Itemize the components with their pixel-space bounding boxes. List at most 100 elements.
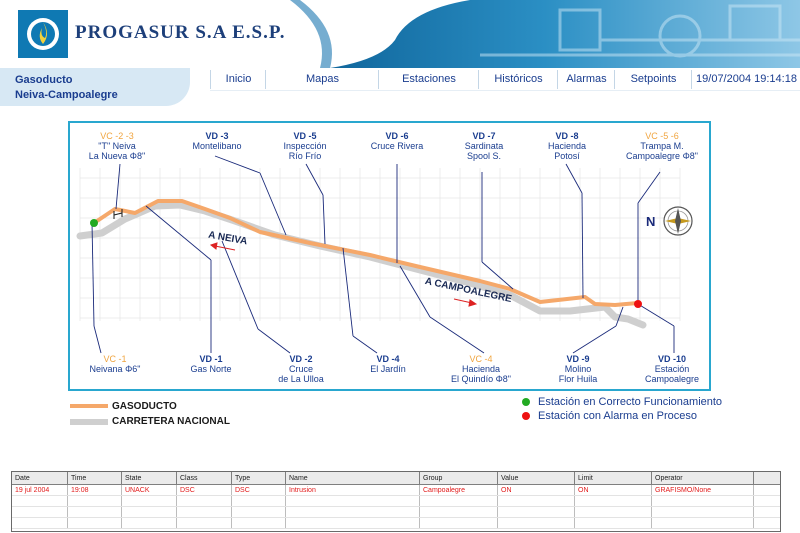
station-code: VD -6: [385, 131, 409, 141]
station-label-vc-4[interactable]: VC -4 Hacienda El Quindío Φ8": [443, 354, 519, 384]
col-scroll-spacer: [753, 471, 781, 485]
legend-pipeline-swatch: [70, 404, 108, 408]
national-road: [76, 201, 647, 329]
station-code: VD -7: [472, 131, 496, 141]
station-name: Cruce: [288, 364, 313, 374]
station-name: Neivana Φ6": [89, 364, 141, 374]
station-name: Inspección: [283, 141, 327, 151]
company-logo: [18, 10, 68, 58]
legend-road-swatch: [70, 419, 108, 425]
station-detail: Campoalegre Φ8": [626, 151, 698, 161]
station-code: VC -4: [469, 354, 493, 364]
station-label-vd-8[interactable]: VD -8 Hacienda Potosí: [532, 131, 602, 161]
station-detail: Flor Huila: [558, 374, 598, 384]
station-name: Montelibano: [192, 141, 242, 151]
station-label-vd-5[interactable]: VD -5 Inspección Río Frío: [270, 131, 340, 161]
pipeline-title-panel: Gasoducto Neiva-Campoalegre: [0, 68, 190, 106]
station-code: VD -4: [376, 354, 400, 364]
header-banner-image: [290, 0, 800, 68]
station-leader-lines: [91, 155, 675, 354]
station-label-vd-2[interactable]: VD -2 Cruce de La Ulloa: [266, 354, 336, 384]
station-name: Sardinata: [464, 141, 504, 151]
station-label-vc-1[interactable]: VC -1 Neivana Φ6": [80, 354, 150, 374]
station-name: Trampa M.: [640, 141, 684, 151]
nav-historicos[interactable]: Históricos: [478, 70, 558, 89]
col-limit[interactable]: Limit: [574, 471, 652, 485]
cell-group: Campoalegre: [419, 484, 498, 496]
col-operator[interactable]: Operator: [651, 471, 754, 485]
station-name: Molino: [564, 364, 592, 374]
diagram-grid: [79, 168, 681, 321]
station-label-vc-2-3[interactable]: VC -2 -3 "T" Neiva La Nueva Φ8": [82, 131, 152, 161]
station-code: VD -1: [199, 354, 223, 364]
nav-estaciones[interactable]: Estaciones: [378, 70, 479, 89]
station-code: VD -10: [657, 354, 686, 364]
alarm-table: Date Time State Class Type Name Group Va…: [11, 471, 781, 529]
station-name: Estación: [654, 364, 690, 374]
station-name: "T" Neiva: [98, 141, 136, 151]
datetime-display: 19/07/2004 19:14:18: [691, 70, 800, 89]
col-name[interactable]: Name: [285, 471, 420, 485]
col-time[interactable]: Time: [67, 471, 122, 485]
station-detail: Potosí: [554, 151, 580, 161]
pipeline-diagram-frame: [68, 121, 711, 391]
station-label-vd-9[interactable]: VD -9 Molino Flor Huila: [543, 354, 613, 384]
station-detail: El Quindío Φ8": [451, 374, 511, 384]
cell-class: DSC: [176, 484, 232, 496]
table-row[interactable]: 19 jul 2004 19:08 UNACK DSC DSC Intrusio…: [11, 484, 781, 496]
legend-pipeline-label: GASODUCTO: [112, 401, 177, 412]
cell-state: UNACK: [121, 484, 177, 496]
gas-pipeline: [92, 199, 640, 307]
station-name: Cruce Rivera: [370, 141, 424, 151]
station-code: VC -5 -6: [645, 131, 679, 141]
cell-value: ON: [497, 484, 575, 496]
col-date[interactable]: Date: [11, 471, 68, 485]
cell-time: 19:08: [67, 484, 122, 496]
nav-mapas[interactable]: Mapas: [265, 70, 379, 89]
station-label-vc-5-6[interactable]: VC -5 -6 Trampa M. Campoalegre Φ8": [620, 131, 704, 161]
station-detail: Campoalegre: [644, 374, 700, 384]
station-alarm-indicator: [634, 300, 642, 308]
legend-alarm-label: Estación con Alarma en Proceso: [538, 410, 697, 422]
col-state[interactable]: State: [121, 471, 177, 485]
legend-ok-dot: [522, 398, 530, 406]
compass-north-letter: N: [646, 214, 656, 229]
cell-name: Intrusion: [285, 484, 420, 496]
nav-inicio[interactable]: Inicio: [210, 70, 266, 89]
col-class[interactable]: Class: [176, 471, 232, 485]
cell-operator: GRAFISMO/None: [651, 484, 754, 496]
station-label-vd-1[interactable]: VD -1 Gas Norte: [176, 354, 246, 374]
col-value[interactable]: Value: [497, 471, 575, 485]
nav-setpoints[interactable]: Setpoints: [614, 70, 692, 89]
station-label-vd-10[interactable]: VD -10 Estación Campoalegre: [637, 354, 707, 384]
company-name: PROGASUR S.A E.S.P.: [75, 22, 286, 43]
station-label-vd-6[interactable]: VD -6 Cruce Rivera: [362, 131, 432, 151]
station-ok-indicator: [90, 219, 98, 227]
alarm-table-header: Date Time State Class Type Name Group Va…: [11, 471, 781, 485]
cell-limit: ON: [574, 484, 652, 496]
station-code: VD -3: [205, 131, 229, 141]
station-label-vd-4[interactable]: VD -4 El Jardín: [353, 354, 423, 374]
station-name: Gas Norte: [190, 364, 232, 374]
station-detail: La Nueva Φ8": [88, 151, 146, 161]
valve-icon: [113, 209, 123, 219]
station-label-vd-7[interactable]: VD -7 Sardinata Spool S.: [449, 131, 519, 161]
app-header: PROGASUR S.A E.S.P.: [0, 0, 800, 68]
station-detail: Río Frío: [288, 151, 322, 161]
col-group[interactable]: Group: [419, 471, 498, 485]
legend-alarm-dot: [522, 412, 530, 420]
north-compass-icon: [663, 206, 693, 236]
station-label-vd-3[interactable]: VD -3 Montelibano: [182, 131, 252, 151]
col-type[interactable]: Type: [231, 471, 286, 485]
legend-road-label: CARRETERA NACIONAL: [112, 416, 230, 427]
pipeline-route: Neiva-Campoalegre: [15, 89, 118, 101]
station-name: Hacienda: [461, 364, 501, 374]
station-code: VD -5: [293, 131, 317, 141]
table-row: -: [11, 495, 781, 507]
station-code: VC -1: [103, 354, 127, 364]
nav-alarmas[interactable]: Alarmas: [557, 70, 615, 89]
station-code: VD -2: [289, 354, 313, 364]
station-code: VD -8: [555, 131, 579, 141]
table-row: -: [11, 517, 781, 529]
station-code: VD -9: [566, 354, 590, 364]
